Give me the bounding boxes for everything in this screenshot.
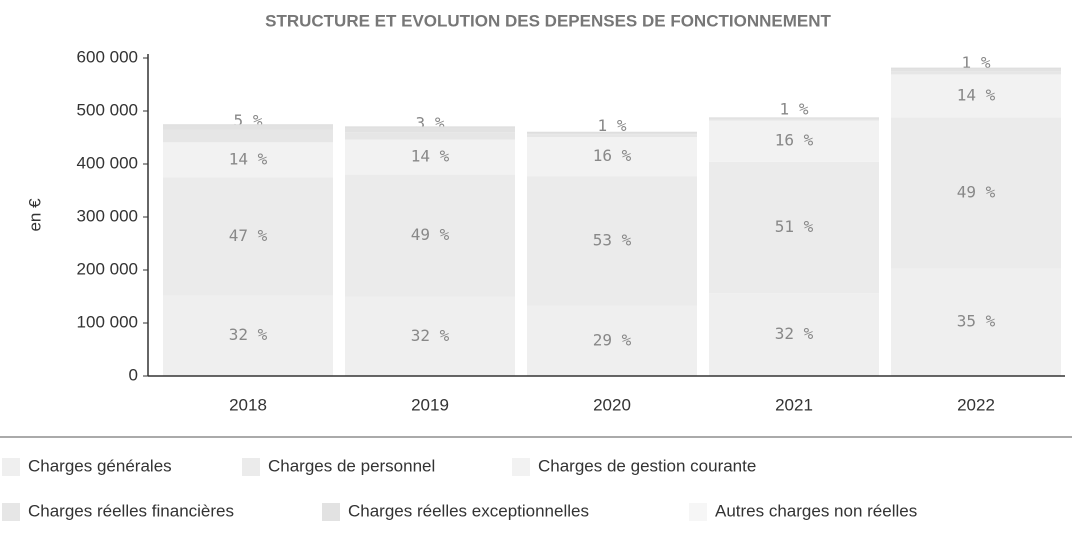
x-tick-label: 2020 — [593, 395, 631, 414]
share-label: 14 % — [229, 149, 268, 168]
share-label: 14 % — [957, 85, 996, 104]
bar-segment — [891, 71, 1061, 75]
share-label: 49 % — [411, 225, 450, 244]
legend-label: Charges réelles exceptionnelles — [348, 501, 589, 520]
y-tick-label: 0 — [129, 365, 138, 384]
bar-segment — [527, 136, 697, 177]
share-label: 32 % — [775, 324, 814, 343]
bar-segment — [345, 296, 515, 376]
share-label: 47 % — [229, 226, 268, 245]
y-tick-label: 600 000 — [77, 47, 138, 66]
bar-segment — [709, 120, 879, 162]
legend-label: Autres charges non réelles — [715, 501, 917, 520]
share-label: 29 % — [593, 330, 632, 349]
legend-swatch — [512, 458, 530, 476]
x-tick-label: 2021 — [775, 395, 813, 414]
share-label: 53 % — [593, 230, 632, 249]
share-label: 16 % — [775, 131, 814, 150]
share-label: 14 % — [411, 147, 450, 166]
bar-segment — [527, 132, 697, 135]
legend-label: Charges de personnel — [268, 456, 435, 475]
legend-label: Charges réelles financières — [28, 501, 234, 520]
bar-segment — [345, 126, 515, 133]
bar-segment — [891, 68, 1061, 72]
y-tick-label: 300 000 — [77, 206, 138, 225]
legend-swatch — [2, 458, 20, 476]
share-label: 16 % — [593, 146, 632, 165]
x-tick-label: 2018 — [229, 395, 267, 414]
share-label: 1 % — [780, 99, 809, 118]
bar-segment — [527, 134, 697, 137]
share-label: 1 % — [598, 116, 627, 135]
legend-label: Charges générales — [28, 456, 172, 475]
bar-segment — [163, 124, 333, 130]
bar-segment — [163, 142, 333, 178]
bar-segment — [891, 268, 1061, 376]
chart-title: STRUCTURE ET EVOLUTION DES DEPENSES DE F… — [265, 11, 831, 30]
bar-segment — [527, 305, 697, 376]
y-axis-label: en € — [25, 198, 44, 232]
bar-segment — [163, 295, 333, 376]
bar-segment — [163, 129, 333, 143]
share-label: 49 % — [957, 182, 996, 201]
bar-segment — [709, 293, 879, 376]
y-tick-label: 200 000 — [77, 259, 138, 278]
x-tick-label: 2019 — [411, 395, 449, 414]
y-tick-label: 100 000 — [77, 312, 138, 331]
share-label: 32 % — [229, 325, 268, 344]
bar-segment — [709, 161, 879, 294]
share-label: 32 % — [411, 326, 450, 345]
share-label: 51 % — [775, 217, 814, 236]
x-tick-label: 2022 — [957, 395, 995, 414]
share-label: 1 % — [962, 53, 991, 72]
bar-segment — [527, 176, 697, 306]
share-label: 35 % — [957, 312, 996, 331]
bar-segment — [891, 74, 1061, 118]
legend-swatch — [242, 458, 260, 476]
bar-segment — [891, 117, 1061, 269]
legend-swatch — [689, 503, 707, 521]
legend-swatch — [2, 503, 20, 521]
bar-segment — [163, 177, 333, 296]
bar-segment — [345, 132, 515, 140]
y-tick-label: 400 000 — [77, 153, 138, 172]
legend-swatch — [322, 503, 340, 521]
legend-label: Charges de gestion courante — [538, 456, 756, 475]
bar-segment — [345, 174, 515, 297]
bar-segment — [345, 139, 515, 175]
y-tick-label: 500 000 — [77, 100, 138, 119]
bar-segment — [709, 117, 879, 121]
